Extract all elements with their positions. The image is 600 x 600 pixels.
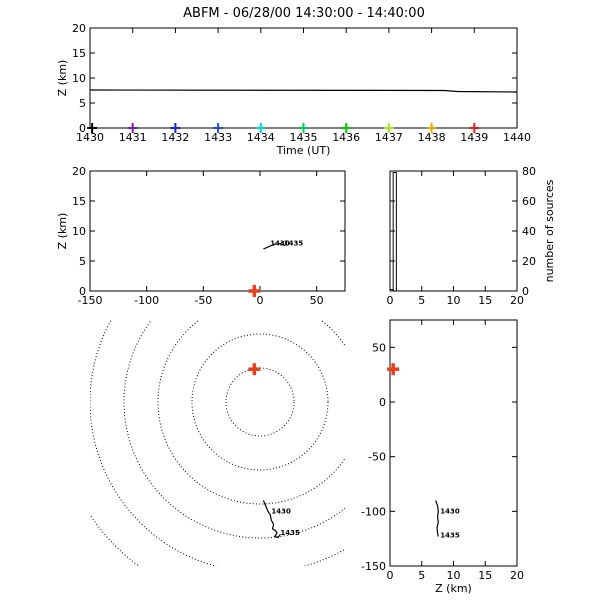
storm-track — [435, 500, 439, 537]
time-annotation: 1430 — [440, 507, 460, 515]
y-tick-label: 5 — [79, 255, 86, 268]
x-axis-label: Time (UT) — [276, 144, 331, 157]
y-tick-label: 20 — [522, 255, 536, 268]
x-tick-label: 1437 — [375, 131, 403, 144]
x-tick-label: 0 — [387, 294, 394, 307]
x-tick-label: 20 — [510, 569, 524, 582]
time-height-panel: 1430 1431 1432 1433 1434 1435 1436 1437 1438 1439… — [56, 22, 531, 157]
y-tick-label: 0 — [79, 122, 86, 135]
x-tick-label: 1440 — [503, 131, 531, 144]
x-tick-label: 1435 — [290, 131, 318, 144]
x-tick-label: -50 — [194, 294, 212, 307]
x-tick-label: -150 — [78, 294, 103, 307]
y-tick-label: 80 — [522, 165, 536, 178]
x-tick-label: 10 — [447, 569, 461, 582]
y-axis-label: Z (km) — [56, 213, 69, 250]
x-tick-label: 1431 — [119, 131, 147, 144]
x-tick-label: 15 — [478, 569, 492, 582]
plot-frame — [89, 27, 518, 129]
x-tick-label: 1434 — [247, 131, 275, 144]
altitude-line — [89, 89, 518, 93]
range-rings — [90, 320, 345, 566]
x-y-plan-panel: 1430 1435 — [90, 320, 345, 566]
y-tick-label: 10 — [72, 225, 86, 238]
x-tick-label: 20 — [510, 294, 524, 307]
x-tick-label: 1430 — [76, 131, 104, 144]
storm-track — [263, 242, 286, 250]
time-annotation: 1435 — [440, 531, 460, 539]
y-tick-label: 0 — [79, 285, 86, 298]
y-tick-label: -50 — [368, 451, 386, 464]
range-ring — [157, 320, 345, 505]
x-axis-label: Z (km) — [435, 582, 472, 595]
plot-frame — [389, 319, 518, 567]
histogram-bar — [392, 172, 397, 291]
y-tick-label: -150 — [361, 560, 386, 573]
y-tick-label: 5 — [79, 97, 86, 110]
x-tick-label: 0 — [387, 569, 394, 582]
y-tick-label: 10 — [72, 72, 86, 85]
y-tick-label: 20 — [72, 165, 86, 178]
y-tick-label: 0 — [522, 285, 529, 298]
time-annotation: 1430 — [270, 240, 290, 248]
time-annotation: 1435 — [280, 529, 300, 537]
y-tick-label: 20 — [72, 22, 86, 35]
z-y-panel: 0 5 10 15 20 -150 -100 -50 0 50 Z (km) 1430 1435 — [361, 319, 524, 595]
y-tick-label: 0 — [379, 396, 386, 409]
x-tick-label: 0 — [257, 294, 264, 307]
storm-track — [262, 500, 281, 539]
x-tick-label: 1433 — [204, 131, 232, 144]
x-tick-label: 1432 — [161, 131, 189, 144]
y-tick-label: 15 — [72, 47, 86, 60]
x-tick-label: 10 — [447, 294, 461, 307]
y-tick-label: 40 — [522, 225, 536, 238]
x-tick-label: -100 — [134, 294, 159, 307]
x-tick-label: 5 — [418, 294, 425, 307]
y-axis-label: number of sources — [543, 179, 556, 282]
x-tick-label: 1439 — [460, 131, 488, 144]
x-tick-label: 1438 — [418, 131, 446, 144]
y-tick-label: 15 — [72, 195, 86, 208]
x-tick-label: 5 — [418, 569, 425, 582]
time-annotation: 1435 — [284, 240, 304, 248]
y-tick-label: 50 — [372, 341, 386, 354]
plot-frame — [89, 170, 346, 292]
x-tick-label: 1436 — [332, 131, 360, 144]
y-tick-label: 60 — [522, 195, 536, 208]
x-tick-label: 50 — [310, 294, 324, 307]
time-annotation: 1430 — [271, 507, 291, 515]
range-ring — [90, 513, 140, 566]
x-tick-label: 15 — [478, 294, 492, 307]
y-axis-label: Z (km) — [56, 60, 69, 97]
figure-title: ABFM - 06/28/00 14:30:00 - 14:40:00 — [183, 6, 425, 21]
range-ring — [191, 333, 329, 471]
plot-frame — [389, 170, 518, 292]
range-ring — [225, 367, 295, 437]
y-tick-label: -100 — [361, 505, 386, 518]
